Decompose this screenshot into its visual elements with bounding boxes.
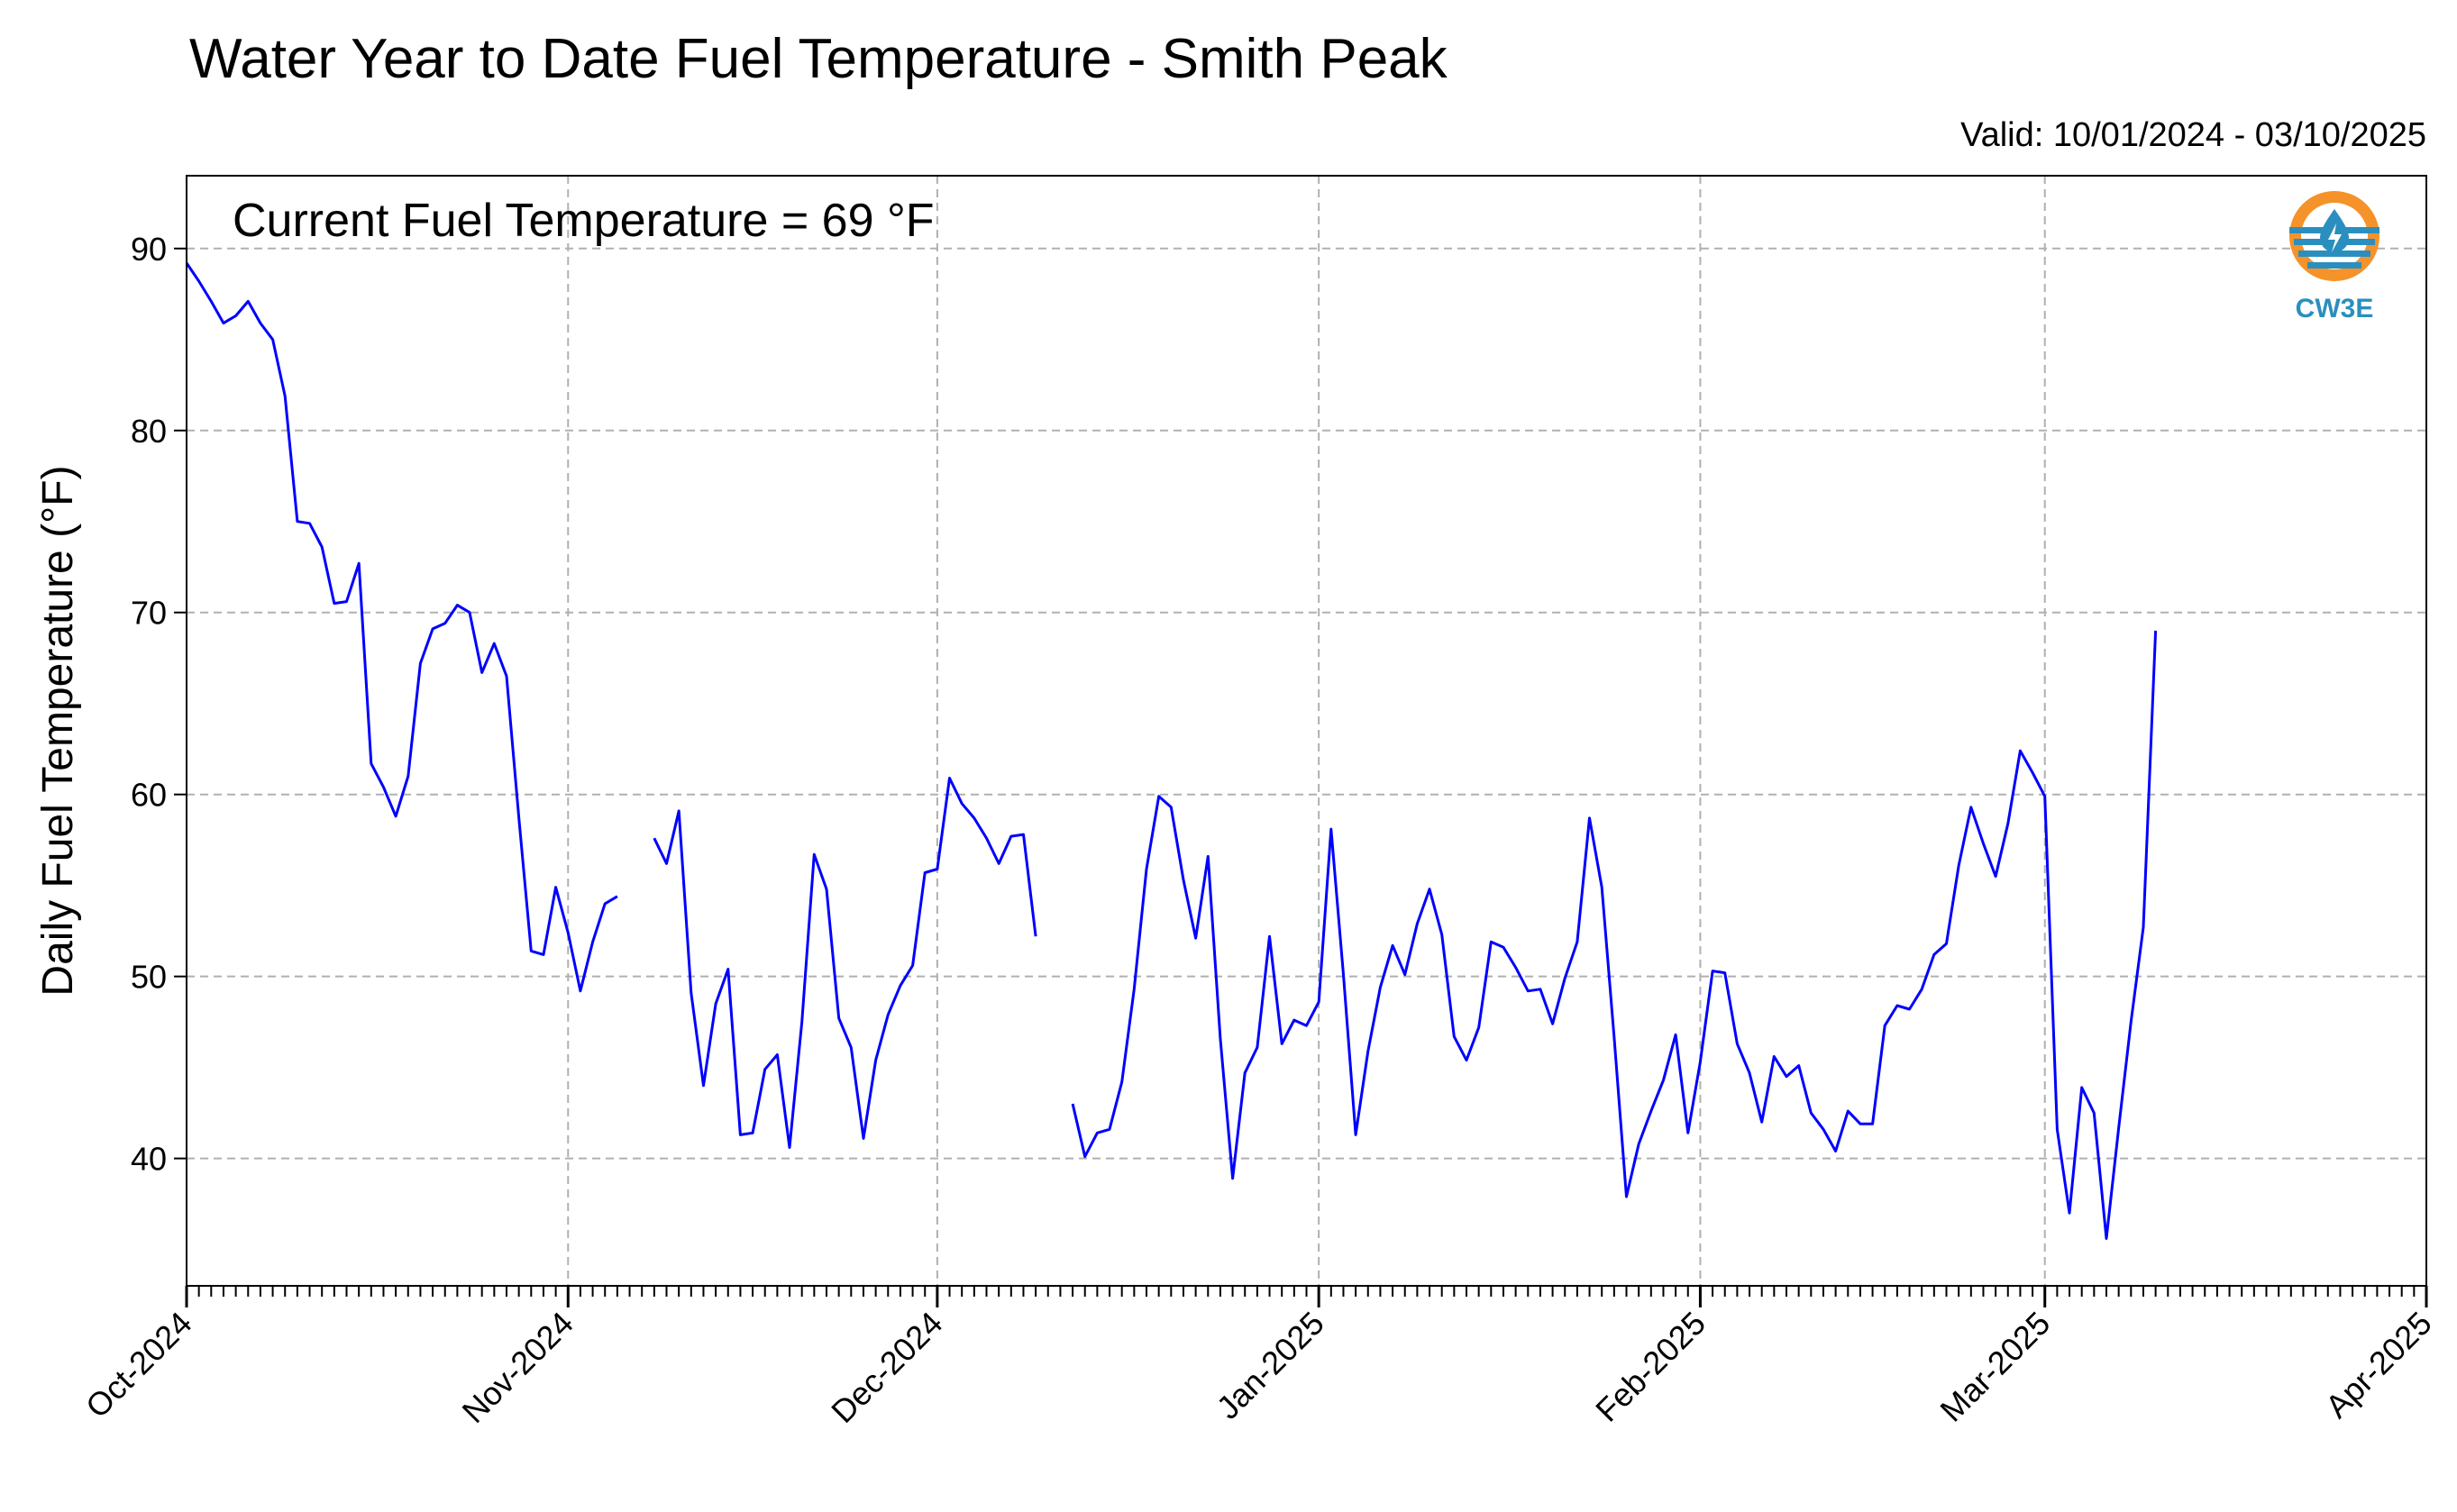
x-tick-label: Mar-2025 (1932, 1305, 2057, 1429)
plot-frame (186, 175, 2427, 1287)
fuel-temperature-line (185, 262, 618, 993)
fuel-temperature-line (1071, 630, 2158, 1240)
chart-title: Water Year to Date Fuel Temperature - Sm… (189, 28, 1448, 90)
series-lines (185, 262, 2158, 1240)
x-tick-label: Dec-2024 (824, 1305, 949, 1430)
x-tick-label: Feb-2025 (1588, 1305, 1713, 1429)
x-tick-label: Oct-2024 (78, 1305, 199, 1425)
y-tick-label: 40 (131, 1141, 167, 1178)
y-tick-label: 90 (131, 231, 167, 268)
y-tick-label: 60 (131, 777, 167, 814)
x-tick-label: Jan-2025 (1210, 1305, 1331, 1426)
cw3e-logo-text: CW3E (2296, 294, 2374, 323)
cw3e-logo: CW3E (2289, 191, 2379, 323)
cw3e-logo-icon (2289, 191, 2379, 281)
y-tick-label: 70 (131, 595, 167, 632)
x-tick-label: Nov-2024 (455, 1305, 580, 1430)
current-fuel-temperature-annotation: Current Fuel Temperature = 69 °F (233, 195, 935, 247)
y-tick-label: 50 (131, 959, 167, 996)
x-axis-ticks: Oct-2024 Nov-2024 Dec-2024 Jan-2025 Feb-2025… (78, 1286, 2439, 1430)
x-tick-label: Apr-2025 (2318, 1305, 2439, 1425)
y-axis-ticks: 40 50 60 70 80 90 (131, 231, 187, 1178)
fuel-temperature-line (653, 777, 1037, 1149)
y-axis-label: Daily Fuel Temperature (°F) (34, 465, 82, 996)
grid-lines (186, 176, 2427, 1286)
valid-date-range: Valid: 10/01/2024 - 03/10/2025 (1960, 116, 2426, 154)
y-tick-label: 80 (131, 413, 167, 450)
